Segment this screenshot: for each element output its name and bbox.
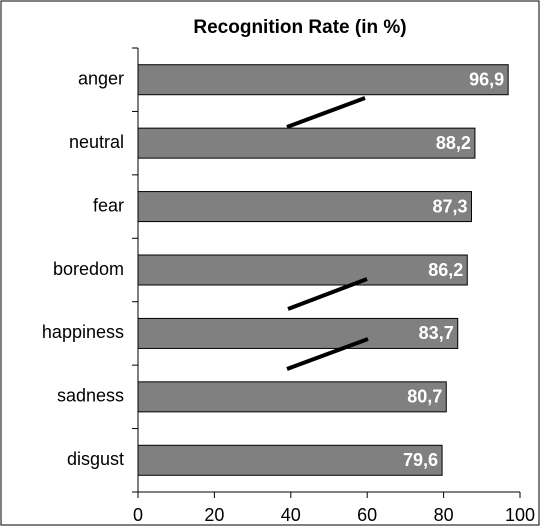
y-tick-label: happiness (42, 322, 124, 342)
y-tick-label: sadness (57, 386, 124, 406)
value-label: 96,9 (469, 69, 504, 89)
bar (137, 64, 509, 96)
value-label: 87,3 (432, 196, 467, 216)
chart-title: Recognition Rate (in %) (193, 17, 406, 38)
x-tick-label: 100 (505, 505, 535, 525)
break-mark (286, 337, 369, 371)
y-tick-label: disgust (67, 449, 124, 469)
y-tick-label: anger (78, 68, 124, 88)
value-label: 83,7 (419, 323, 454, 343)
value-label: 79,6 (403, 450, 438, 470)
y-tick-label: neutral (69, 132, 124, 152)
value-label: 86,2 (428, 260, 463, 280)
marks: 0 20 40 60 80 100 anger 96,9 neutral 88,2 fear 87,3… (42, 47, 535, 525)
break-mark (286, 96, 366, 129)
y-tick-label: boredom (53, 259, 124, 279)
bar (137, 127, 476, 159)
x-tick-label: 0 (133, 505, 143, 525)
x-tick-label: 40 (281, 505, 301, 525)
break-mark (287, 277, 368, 311)
bar (137, 317, 459, 349)
x-tick-label: 20 (204, 505, 224, 525)
bar (137, 254, 468, 286)
y-tick-label: fear (93, 195, 124, 215)
x-tick-label: 80 (434, 505, 454, 525)
bar (137, 191, 472, 223)
bar (137, 381, 447, 413)
bar (137, 444, 443, 476)
value-label: 88,2 (436, 133, 471, 153)
value-label: 80,7 (407, 387, 442, 407)
x-tick-label: 60 (357, 505, 377, 525)
